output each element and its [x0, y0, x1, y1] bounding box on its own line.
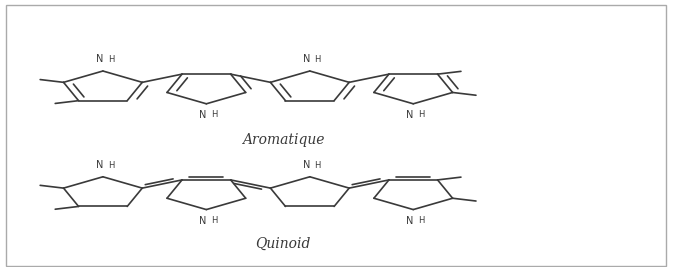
Text: N: N	[303, 54, 310, 64]
Text: N: N	[199, 110, 207, 120]
Text: H: H	[418, 110, 425, 119]
Text: N: N	[96, 54, 103, 64]
Text: H: H	[211, 216, 217, 225]
Text: Quinoid: Quinoid	[256, 237, 311, 250]
Text: H: H	[211, 110, 217, 119]
Text: H: H	[108, 55, 114, 64]
Text: H: H	[314, 161, 321, 170]
Text: N: N	[96, 160, 103, 170]
Text: Aromatique: Aromatique	[242, 133, 324, 147]
Text: N: N	[406, 110, 414, 120]
Text: H: H	[418, 216, 425, 225]
Text: N: N	[406, 216, 414, 226]
Text: N: N	[303, 160, 310, 170]
Text: H: H	[108, 161, 114, 170]
Text: H: H	[314, 55, 321, 64]
Text: N: N	[199, 216, 207, 226]
